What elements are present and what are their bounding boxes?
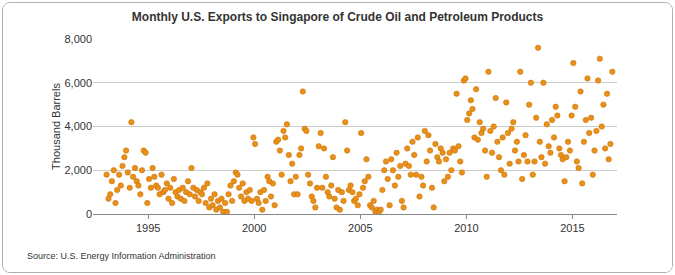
svg-text:2005: 2005	[348, 222, 372, 234]
svg-text:2015: 2015	[560, 222, 584, 234]
svg-text:6,000: 6,000	[64, 77, 92, 89]
svg-text:2010: 2010	[454, 222, 478, 234]
svg-text:4,000: 4,000	[64, 120, 92, 132]
svg-text:2,000: 2,000	[64, 164, 92, 176]
svg-text:Thousand Barrels: Thousand Barrels	[50, 83, 62, 170]
svg-text:2000: 2000	[242, 222, 266, 234]
svg-text:8,000: 8,000	[64, 33, 92, 45]
svg-text:0: 0	[86, 208, 92, 220]
svg-text:1995: 1995	[136, 222, 160, 234]
svg-text:Source: U.S. Energy Informatio: Source: U.S. Energy Information Administ…	[27, 251, 216, 261]
svg-text:Monthly U.S. Exports to Singap: Monthly U.S. Exports to Singapore of Cru…	[132, 10, 544, 24]
